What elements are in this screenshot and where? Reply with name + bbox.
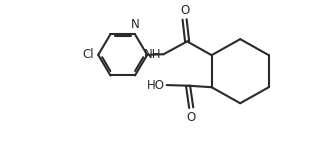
Text: N: N bbox=[131, 18, 140, 31]
Text: HO: HO bbox=[147, 79, 165, 92]
Text: O: O bbox=[187, 111, 196, 124]
Text: Cl: Cl bbox=[83, 48, 94, 61]
Text: NH: NH bbox=[144, 48, 161, 61]
Text: O: O bbox=[180, 4, 189, 17]
